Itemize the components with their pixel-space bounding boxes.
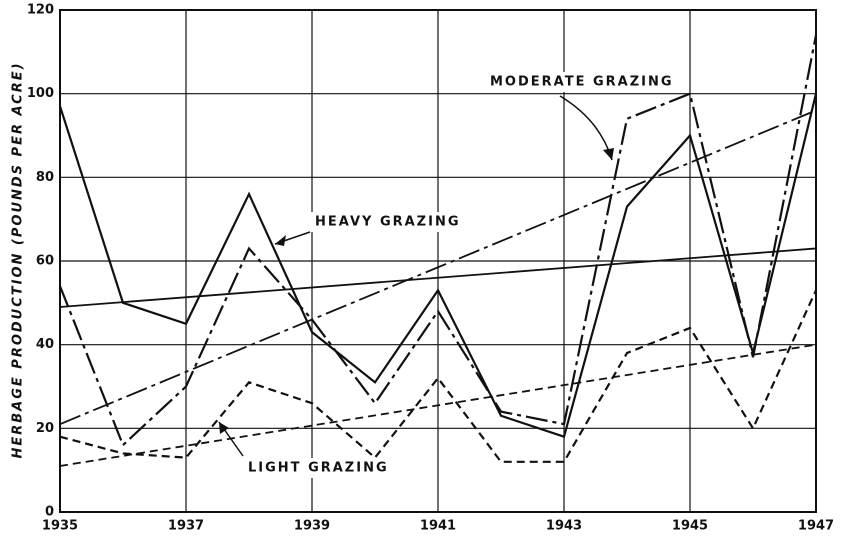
series-label: HEAVY GRAZING [315, 215, 461, 230]
series-line [59, 289, 818, 463]
x-tick-label: 1939 [294, 519, 330, 534]
series-label: MODERATE GRAZING [490, 75, 674, 90]
series-line [58, 93, 818, 439]
y-axis-label: HERBAGE PRODUCTION (POUNDS PER ACRE) [11, 61, 26, 458]
arrow-head [275, 235, 286, 246]
y-tick-label: 80 [36, 170, 54, 185]
arrow-head [219, 422, 229, 434]
label-background [244, 458, 397, 478]
trend-line [59, 247, 817, 308]
x-tick-label: 1945 [672, 519, 708, 534]
x-tick-label: 1943 [546, 519, 582, 534]
y-tick-label: 0 [45, 505, 54, 520]
y-tick-label: 60 [36, 254, 54, 269]
series-line [58, 34, 818, 447]
x-tick-label: 1935 [42, 519, 78, 534]
y-tick-label: 20 [36, 421, 54, 436]
y-tick-label: 40 [36, 337, 54, 352]
label-background [311, 212, 469, 232]
y-tick-label: 120 [27, 3, 54, 18]
series-label: LIGHT GRAZING [248, 461, 389, 476]
label-background [486, 72, 682, 92]
x-tick-label: 1947 [798, 519, 834, 534]
trend-line [59, 343, 817, 467]
x-tick-label: 1941 [420, 519, 456, 534]
arrow-head [603, 148, 614, 160]
y-tick-label: 100 [27, 86, 54, 101]
x-tick-label: 1937 [168, 519, 204, 534]
trend-line [59, 109, 817, 425]
